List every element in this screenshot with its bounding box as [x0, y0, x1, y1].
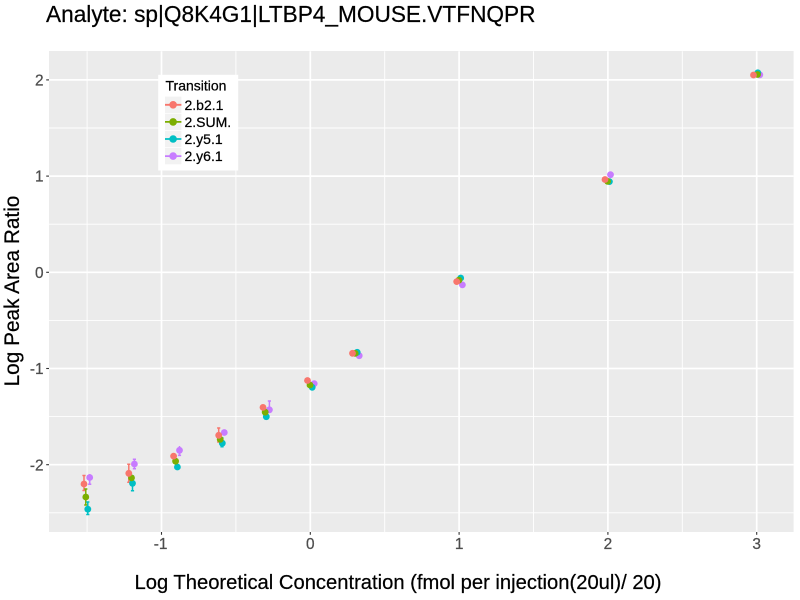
svg-text:2: 2 [35, 73, 44, 90]
svg-text:2.SUM.: 2.SUM. [185, 114, 232, 130]
svg-text:0: 0 [35, 265, 44, 282]
svg-text:Transition: Transition [166, 78, 227, 94]
svg-text:-1: -1 [30, 361, 44, 378]
svg-text:2.y6.1: 2.y6.1 [185, 148, 223, 164]
svg-text:1: 1 [455, 536, 464, 553]
svg-text:-1: -1 [154, 536, 168, 553]
svg-text:2: 2 [604, 536, 613, 553]
svg-text:1: 1 [35, 169, 44, 186]
svg-text:2.y5.1: 2.y5.1 [185, 131, 223, 147]
svg-text:-2: -2 [30, 457, 44, 474]
svg-text:2.b2.1: 2.b2.1 [185, 97, 224, 113]
svg-text:0: 0 [306, 536, 315, 553]
svg-text:3: 3 [752, 536, 761, 553]
